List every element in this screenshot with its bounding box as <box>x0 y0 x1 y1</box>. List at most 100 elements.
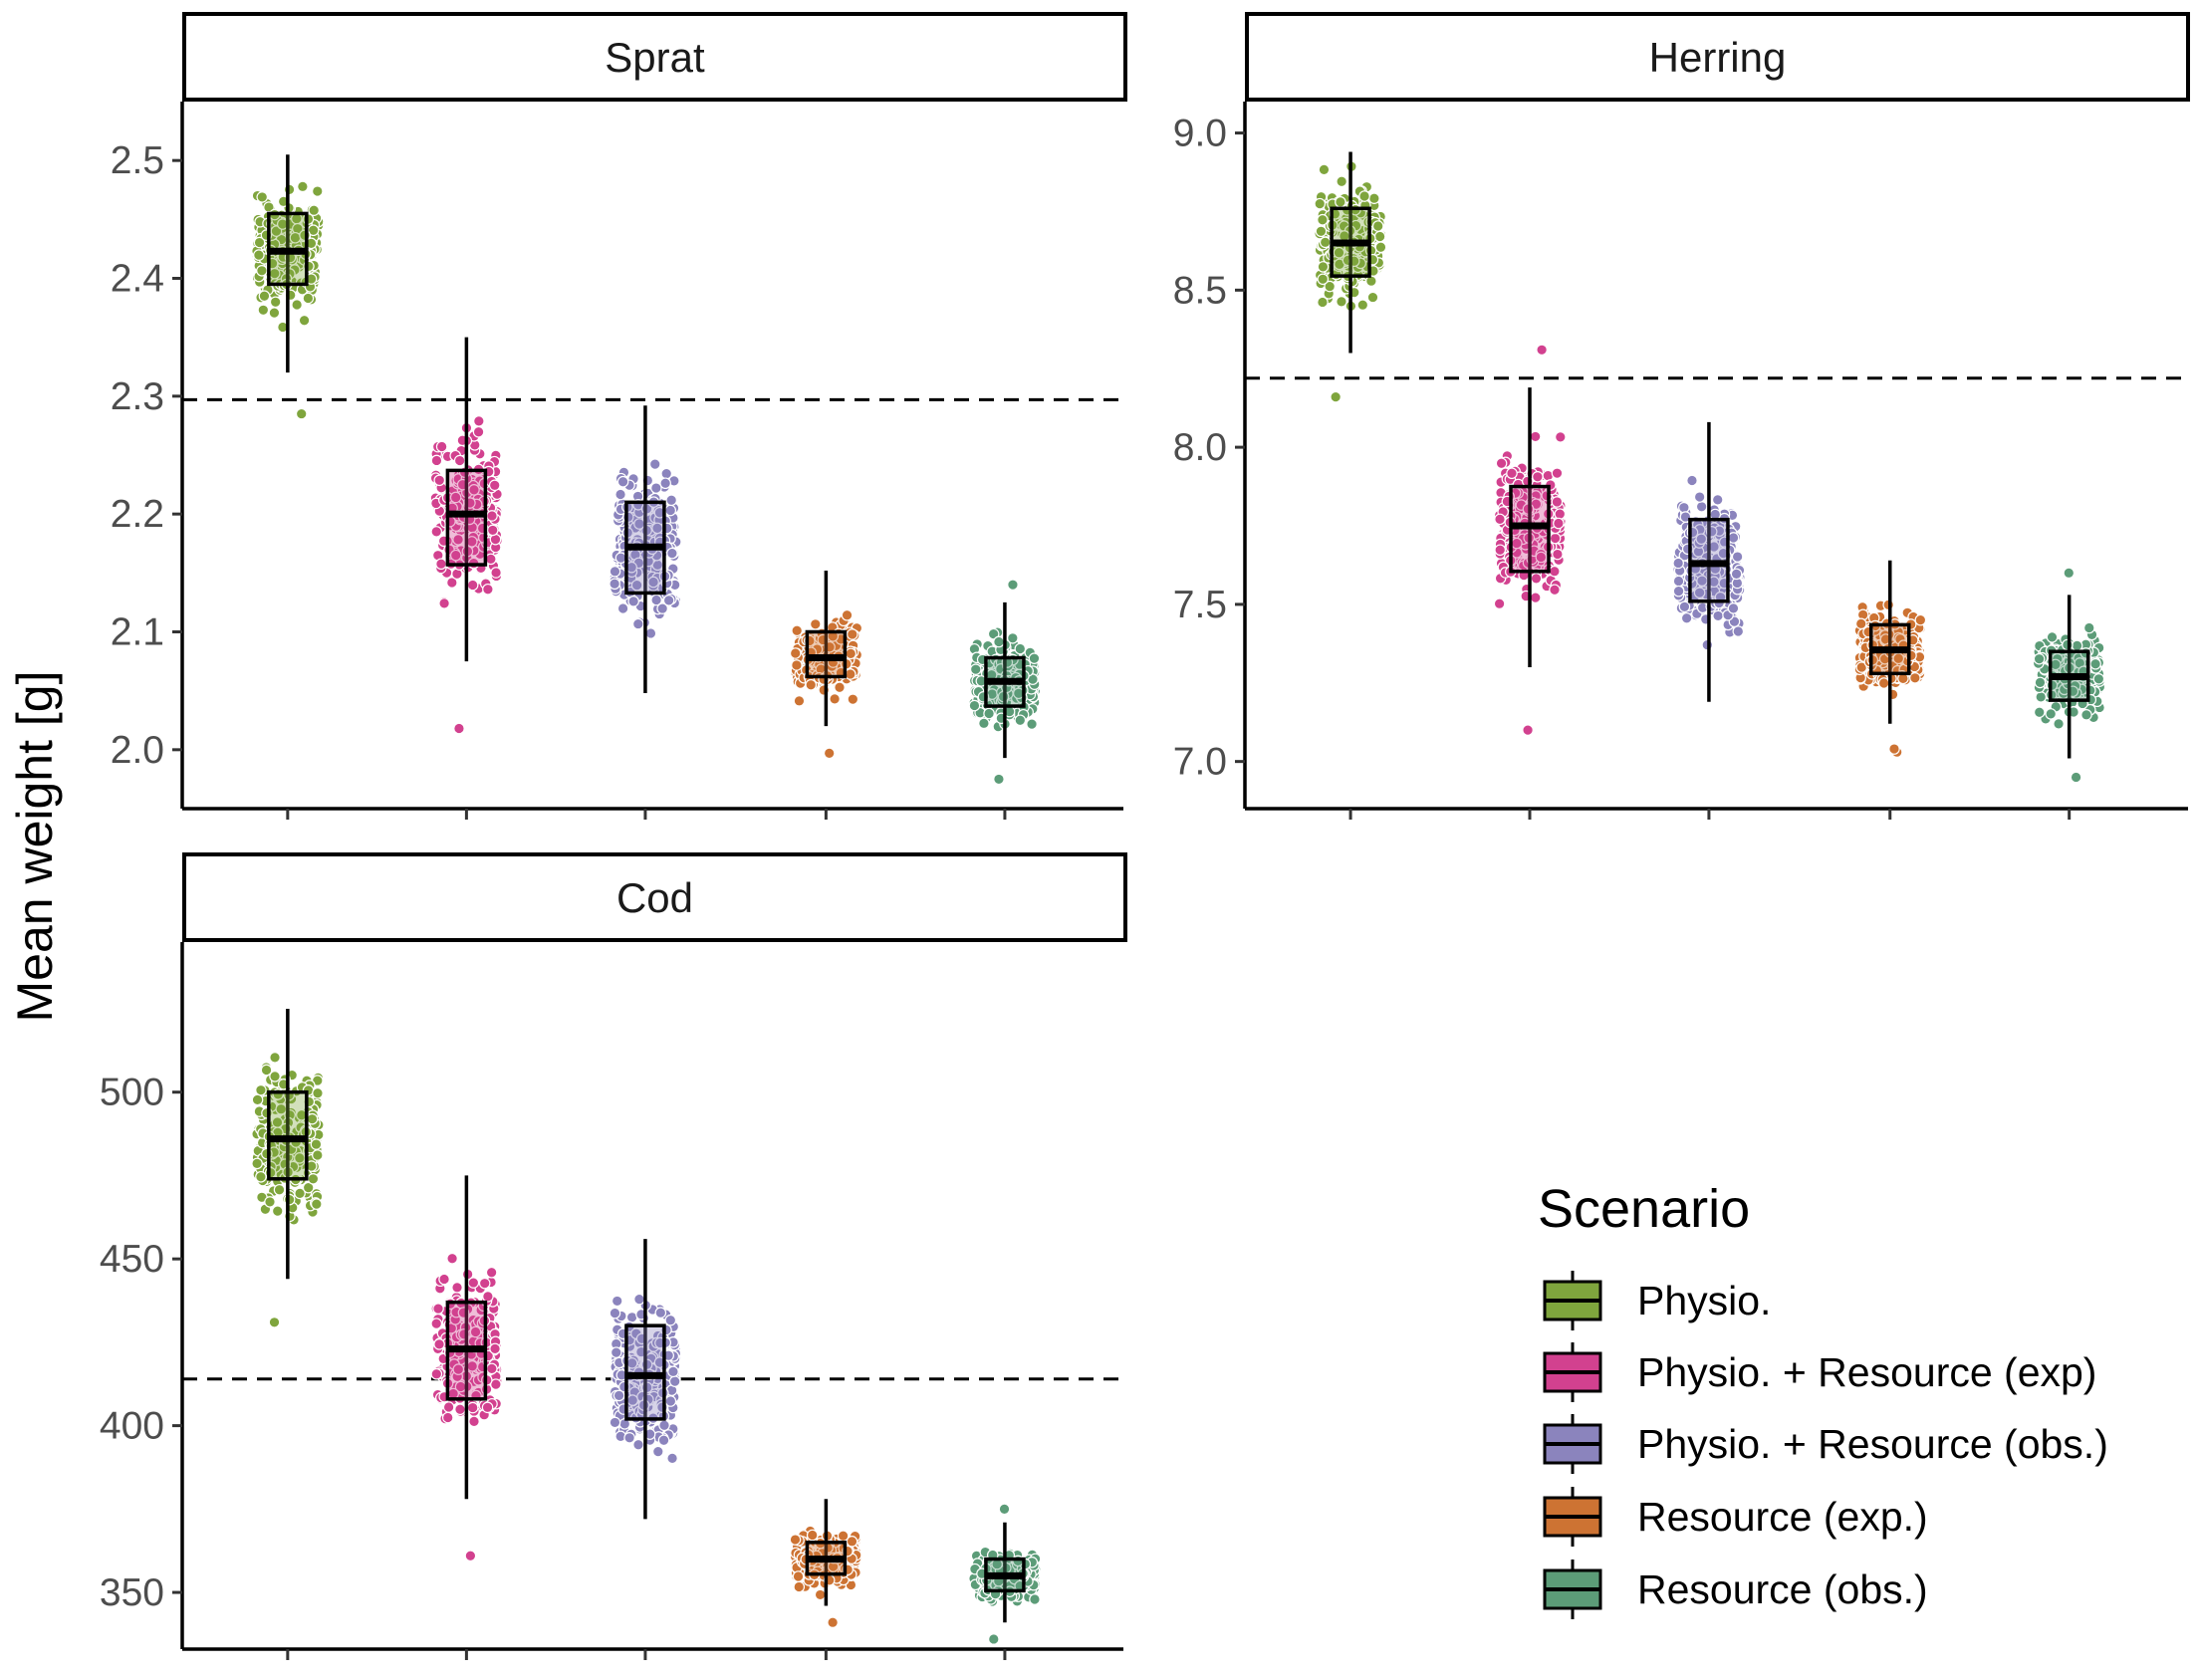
data-point <box>651 1445 664 1458</box>
legend: Scenario Physio. Physio. + Resource (exp)… <box>1538 1179 2108 1619</box>
data-point <box>789 647 802 659</box>
data-point <box>654 1307 667 1319</box>
data-point <box>2082 621 2095 634</box>
data-point <box>1678 501 1690 514</box>
data-point <box>609 1416 621 1429</box>
legend-label: Physio. <box>1637 1278 1771 1323</box>
legend-label: Resource (exp.) <box>1637 1494 1928 1540</box>
y-tick-label: 2.2 <box>111 493 164 536</box>
data-point <box>452 534 464 546</box>
data-point <box>258 290 271 303</box>
data-point <box>1317 296 1329 309</box>
data-point <box>2033 652 2046 665</box>
data-point <box>485 1266 498 1279</box>
data-point <box>311 185 324 197</box>
data-point <box>1549 565 1561 578</box>
box-group-4 <box>1853 560 1927 758</box>
data-point <box>256 191 269 203</box>
data-point <box>845 647 857 660</box>
data-point <box>1727 602 1740 614</box>
data-point <box>1529 430 1542 443</box>
data-point <box>647 576 659 589</box>
data-point <box>486 510 498 522</box>
outlier-point <box>827 1616 839 1629</box>
data-point <box>489 1342 501 1355</box>
data-point <box>630 579 643 592</box>
data-point <box>644 627 657 639</box>
legend-item: Resource (obs.) <box>1543 1560 1928 1619</box>
data-point <box>1730 568 1743 581</box>
data-point <box>662 595 675 606</box>
box <box>805 629 848 679</box>
data-point <box>611 1295 623 1308</box>
data-point <box>451 1282 463 1294</box>
data-point <box>805 678 818 691</box>
data-point <box>485 553 497 566</box>
data-point <box>1877 677 1890 689</box>
y-tick-label: 2.1 <box>111 611 164 654</box>
data-point <box>664 1314 677 1326</box>
data-point <box>793 695 806 707</box>
data-point <box>791 659 803 671</box>
data-point <box>1317 261 1330 273</box>
data-point <box>656 602 668 614</box>
outlier-point <box>464 1550 477 1562</box>
data-point <box>1554 508 1567 520</box>
data-point <box>1530 573 1543 585</box>
data-point <box>2034 676 2047 689</box>
box-group-2 <box>1493 344 1567 736</box>
data-point <box>308 204 320 216</box>
outlier-point <box>1522 724 1534 736</box>
data-point <box>1914 613 1927 626</box>
data-point <box>631 617 644 630</box>
data-point <box>283 1193 296 1206</box>
data-point <box>1319 236 1332 249</box>
outlier-point <box>993 773 1005 786</box>
data-point <box>1711 494 1724 506</box>
box-group-1 <box>251 154 325 420</box>
data-point <box>657 1434 670 1447</box>
box-group-3 <box>609 405 682 694</box>
data-point <box>1318 163 1331 176</box>
data-point <box>791 624 803 637</box>
box-group-1 <box>1314 151 1387 403</box>
data-point <box>1317 273 1330 286</box>
legend-items: Physio. Physio. + Resource (exp) Physio. +… <box>1543 1271 2108 1619</box>
data-point <box>488 479 501 492</box>
data-point <box>1680 611 1693 624</box>
data-point <box>633 1293 645 1306</box>
data-point <box>446 577 458 589</box>
data-point <box>623 1431 635 1444</box>
box-group-2 <box>430 1175 503 1562</box>
data-point <box>1727 532 1740 544</box>
data-point <box>468 1415 480 1428</box>
data-point <box>1315 225 1328 238</box>
data-point <box>1732 625 1745 637</box>
box-group-5 <box>2032 567 2106 784</box>
data-point <box>467 1277 480 1289</box>
data-point <box>2053 718 2065 730</box>
box <box>445 468 488 567</box>
data-point <box>1026 718 1038 730</box>
legend-label: Physio. + Resource (exp) <box>1637 1349 2096 1395</box>
data-point <box>1371 220 1384 232</box>
data-point <box>627 596 639 607</box>
data-point <box>271 1205 284 1217</box>
data-point <box>845 668 856 680</box>
data-point <box>1553 517 1565 530</box>
data-point <box>255 1083 267 1096</box>
panel-strip-label: Cod <box>616 874 693 921</box>
data-point <box>2092 673 2105 685</box>
panel-strip-label: Sprat <box>605 34 705 81</box>
data-point <box>2062 638 2074 651</box>
data-point <box>792 1570 805 1582</box>
data-point <box>1909 672 1921 684</box>
data-point <box>433 474 446 487</box>
data-point <box>449 549 462 562</box>
data-point <box>650 482 662 494</box>
data-point <box>1494 513 1506 526</box>
data-point <box>1336 175 1347 188</box>
data-point <box>1335 196 1346 208</box>
